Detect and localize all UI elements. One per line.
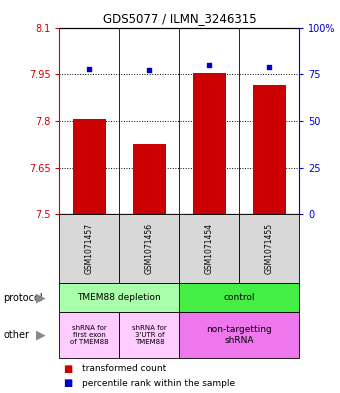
Bar [193, 73, 226, 214]
Text: ▶: ▶ [36, 291, 46, 304]
Text: control: control [223, 293, 255, 302]
Text: GSM1071456: GSM1071456 [145, 223, 154, 274]
Bar [73, 119, 106, 214]
Text: shRNA for
3'UTR of
TMEM88: shRNA for 3'UTR of TMEM88 [132, 325, 167, 345]
Text: GSM1071454: GSM1071454 [205, 223, 214, 274]
Point [207, 62, 212, 68]
Text: transformed count: transformed count [82, 364, 166, 373]
Title: GDS5077 / ILMN_3246315: GDS5077 / ILMN_3246315 [103, 12, 256, 25]
Text: ■: ■ [63, 378, 72, 388]
Text: ▶: ▶ [36, 329, 46, 342]
Text: ■: ■ [63, 364, 72, 374]
Text: TMEM88 depletion: TMEM88 depletion [78, 293, 161, 302]
Point [147, 67, 152, 73]
Point [87, 66, 92, 72]
Text: GSM1071455: GSM1071455 [265, 223, 274, 274]
Bar [253, 85, 286, 214]
Text: shRNA for
first exon
of TMEM88: shRNA for first exon of TMEM88 [70, 325, 109, 345]
Text: GSM1071457: GSM1071457 [85, 223, 94, 274]
Point [267, 64, 272, 70]
Bar [133, 144, 166, 214]
Text: percentile rank within the sample: percentile rank within the sample [82, 378, 235, 387]
Text: non-targetting
shRNA: non-targetting shRNA [206, 325, 272, 345]
Text: other: other [3, 330, 29, 340]
Text: protocol: protocol [3, 293, 43, 303]
